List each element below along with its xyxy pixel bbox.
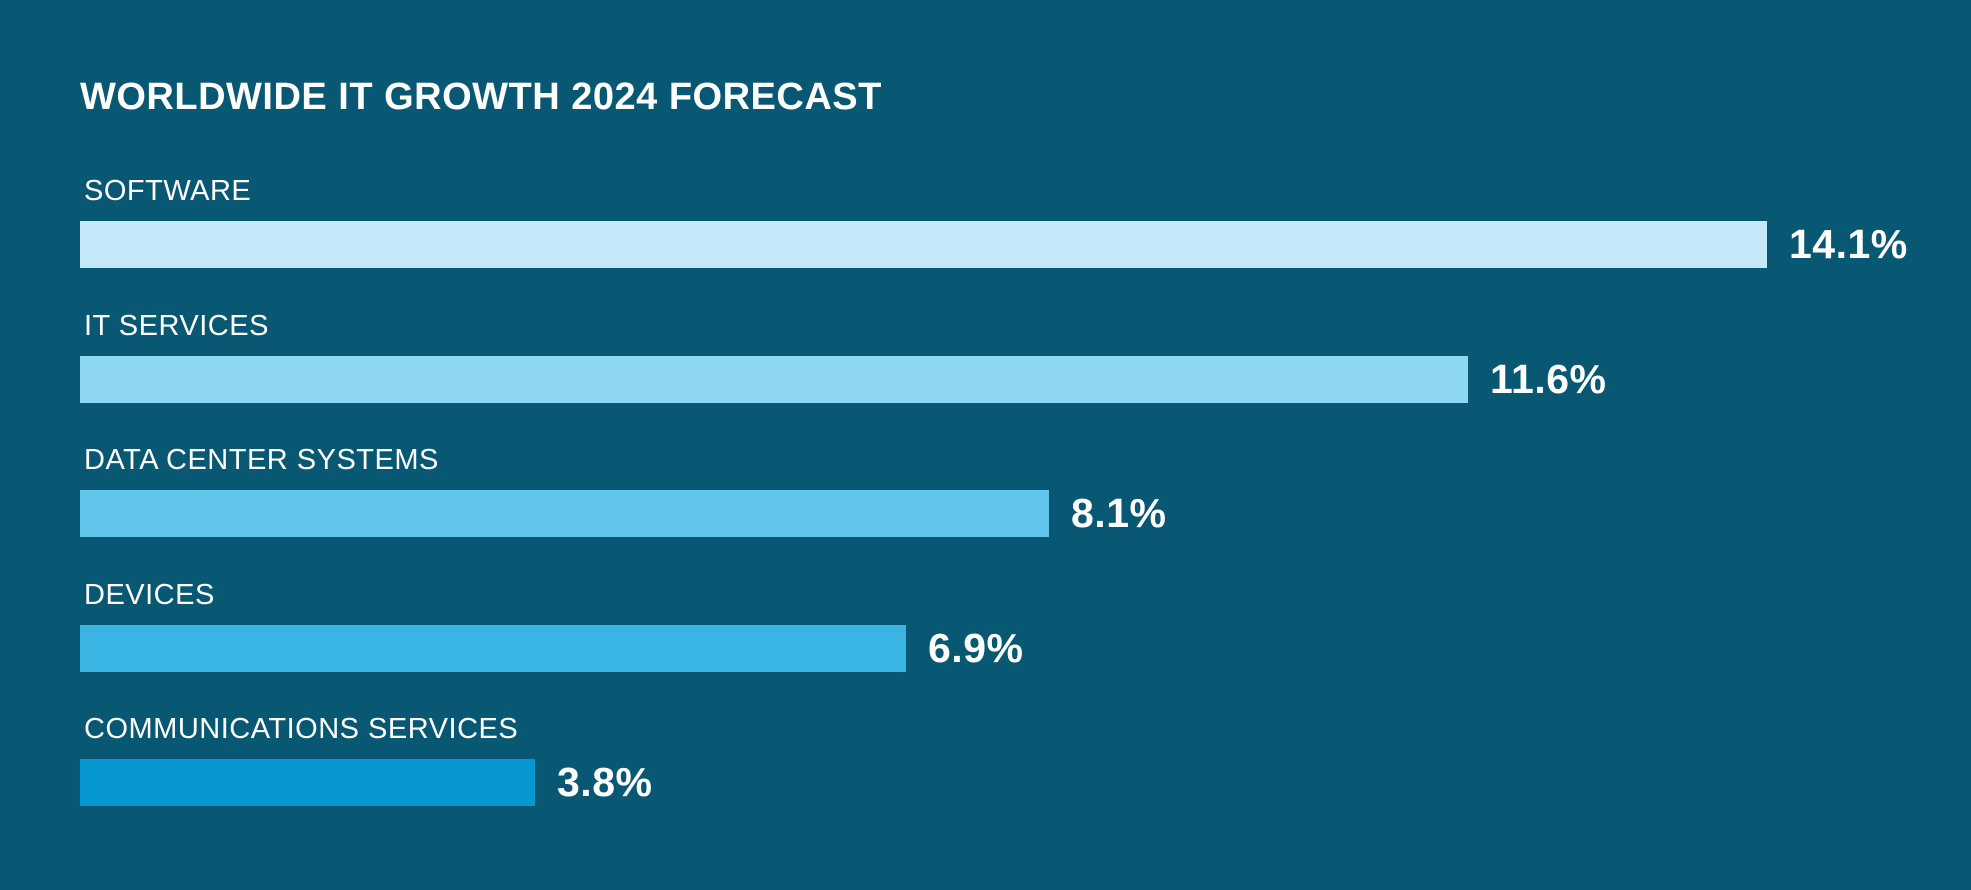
bar-line: 8.1% xyxy=(80,490,1971,538)
bar-line: 3.8% xyxy=(80,759,1971,807)
chart-row: DATA CENTER SYSTEMS 8.1% xyxy=(80,444,1971,538)
chart-row: IT SERVICES 11.6% xyxy=(80,311,1971,403)
bar-line: 6.9% xyxy=(80,624,1971,672)
value-label: 14.1% xyxy=(1789,221,1908,267)
category-label: DEVICES xyxy=(84,578,215,611)
value-label: 11.6% xyxy=(1490,355,1607,402)
chart-row: COMMUNICATIONS SERVICES 3.8% xyxy=(80,713,1971,807)
chart-title: WORLDWIDE IT GROWTH 2024 FORECAST xyxy=(80,76,882,118)
bar xyxy=(80,759,535,807)
value-label: 6.9% xyxy=(928,624,1024,671)
category-label: DATA CENTER SYSTEMS xyxy=(84,444,439,477)
value-label: 3.8% xyxy=(557,759,653,806)
category-label: SOFTWARE xyxy=(84,175,252,207)
bar xyxy=(80,490,1049,538)
category-label: IT SERVICES xyxy=(84,309,269,342)
category-label: COMMUNICATIONS SERVICES xyxy=(84,713,519,746)
chart-row: DEVICES 6.9% xyxy=(80,580,1971,672)
bar xyxy=(80,355,1468,403)
bar xyxy=(80,624,906,672)
bar-line: 14.1% xyxy=(80,221,1971,268)
value-label: 8.1% xyxy=(1071,490,1167,537)
chart-row: SOFTWARE 14.1% xyxy=(80,176,1971,268)
bar xyxy=(80,221,1767,268)
bar-line: 11.6% xyxy=(80,355,1971,403)
